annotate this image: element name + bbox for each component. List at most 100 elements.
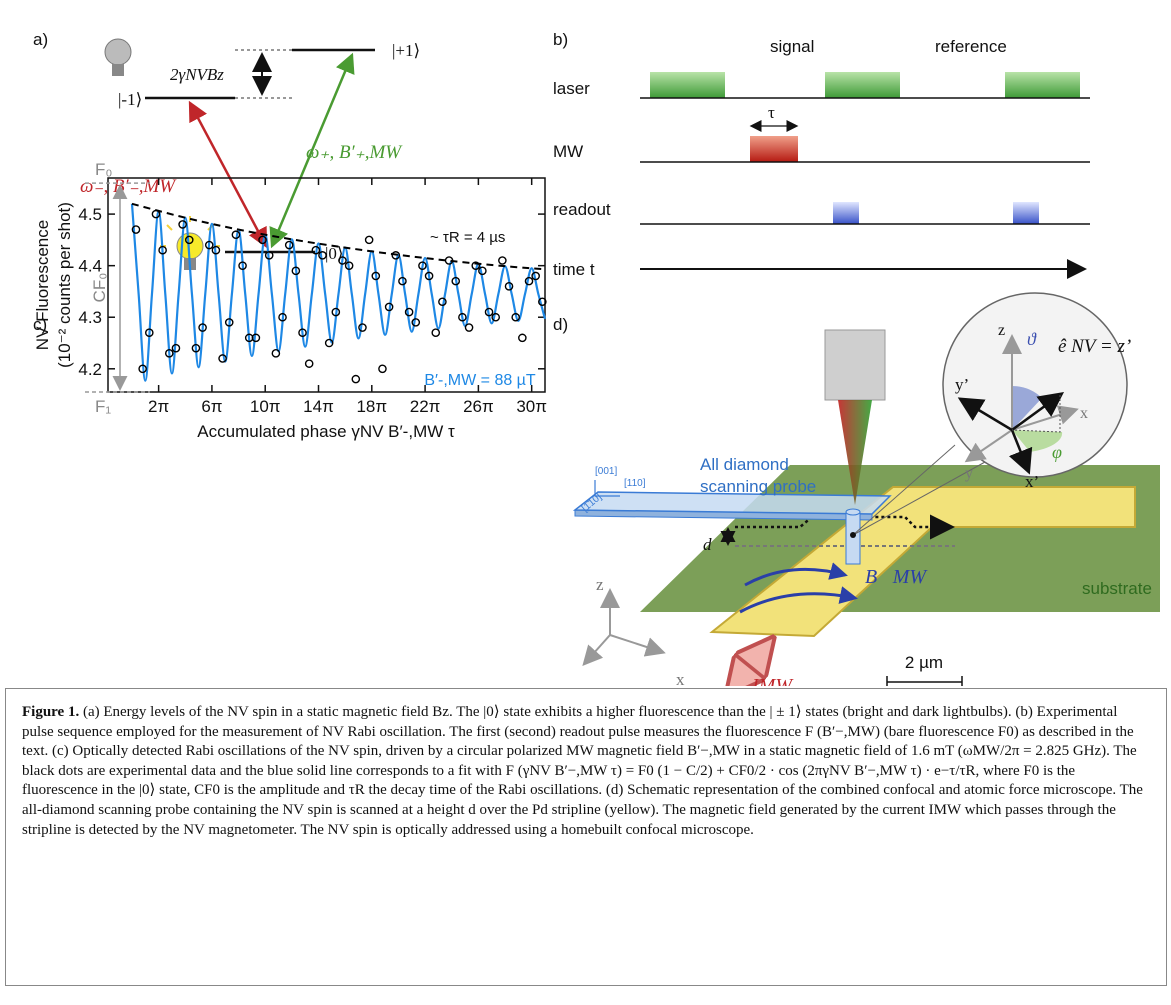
data-point [458,312,467,322]
data-point [451,276,461,286]
data-point [498,256,507,265]
lab-axis [582,634,611,666]
nv-center [850,532,856,538]
laser-pulse [650,72,725,98]
scale-label: 2 µm [905,653,943,672]
row-label: laser [553,79,590,98]
nv-axis [1008,429,1033,475]
transition-plus [269,52,355,249]
panel-c: c) NV Fluorescence (10⁻² counts per shot… [33,160,547,441]
data-point [364,235,374,245]
amplitude-label: CF₀ [90,273,109,303]
x-tick-label: 6π [201,397,222,416]
transition-label: ω₊, B′₊,MW [306,142,403,163]
data-point [524,276,534,286]
data-point [371,271,381,281]
level-label: |-1⟩ [118,90,142,109]
probe-label: All diamond [700,455,789,474]
data-point [431,328,441,337]
data-point [484,307,494,317]
data-point [418,261,427,270]
data-point [438,297,447,307]
caption-label: Figure 1. [22,704,80,720]
x-tick-label: 10π [250,397,281,416]
data-point [384,302,394,312]
probe-tip-top [845,508,861,516]
data-point [338,256,347,265]
row-label: MW [553,142,583,161]
sequence-header: reference [935,37,1007,56]
data-point [511,312,520,322]
envelope-line [131,202,546,271]
dark-bulb [104,38,132,66]
data-point [145,328,154,337]
data-point [158,245,167,255]
panel-label: b) [553,30,568,49]
crystal-label: [001] [595,466,617,477]
transition-minus [188,100,268,249]
inset-label: z [998,322,1005,339]
inset-label: ê NV = z’ [1058,336,1131,357]
reference-label: F₀ [95,160,112,179]
data-point [231,230,241,240]
data-point [378,364,387,374]
phi-wedge [1012,430,1063,452]
data-point [504,281,514,291]
figure: a) |-1⟩ |+1⟩ |0⟩ 2γNVBz ω₋, B′₋,MW ω₊, B… [33,30,1160,686]
data-point [211,245,221,255]
data-point [164,349,174,358]
data-point [264,251,274,260]
row-label: time t [553,260,595,279]
inset-label: ϑ [1027,329,1037,349]
inset-label: y’ [955,375,969,394]
data-point [131,225,141,234]
data-point [284,240,294,250]
field-annotation: B′-,MW = 88 µT [424,372,536,389]
data-point [518,333,527,343]
data-point [471,261,481,270]
height-label: d [703,535,712,554]
data-point [351,374,361,384]
data-point [298,328,307,337]
row-label: readout [553,200,611,219]
theta-wedge [1012,386,1042,430]
data-point [138,364,147,374]
caption: Figure 1. (a) Energy levels of the NV sp… [5,688,1167,986]
data-point [538,297,547,307]
laser-pulse [825,72,900,98]
data-point [198,323,207,332]
data-point [238,261,247,270]
caption-text: (a) Energy levels of the NV spin in a st… [22,704,1143,838]
zoom-line [852,461,986,536]
x-tick-label: 18π [356,397,387,416]
inset-axis [964,429,1013,463]
transition-label: ω₋, B′₋,MW [80,176,177,197]
data-point [391,251,401,260]
y-tick-label: 4.3 [78,308,102,327]
x-tick-label: 22π [410,397,441,416]
bright-bulb-part [166,224,173,231]
zoom-line [852,444,956,536]
cantilever [572,491,892,515]
inset-axis [1011,405,1079,431]
data-point [411,318,421,327]
lab-axis [609,634,666,657]
panel-label: c) [33,315,47,334]
projection [1011,395,1061,433]
panel-label: a) [33,30,48,49]
reference-label: F₁ [95,397,111,416]
inset-label: x’ [1025,472,1039,491]
objective [824,329,886,401]
data-point [424,271,434,281]
readout-pulse [833,202,859,224]
panel-d: d) d B⃗MW substrate [001] [110] [1̄10] A… [553,292,1160,686]
inset [942,292,1128,478]
data-point [531,271,540,281]
data-point [171,343,181,353]
data-point [191,343,201,353]
decay-annotation: ~ τR = 4 µs [430,229,505,246]
x-tick-label: 2π [148,397,169,416]
data-point [444,256,454,265]
lab-axis-label: z [596,575,604,594]
